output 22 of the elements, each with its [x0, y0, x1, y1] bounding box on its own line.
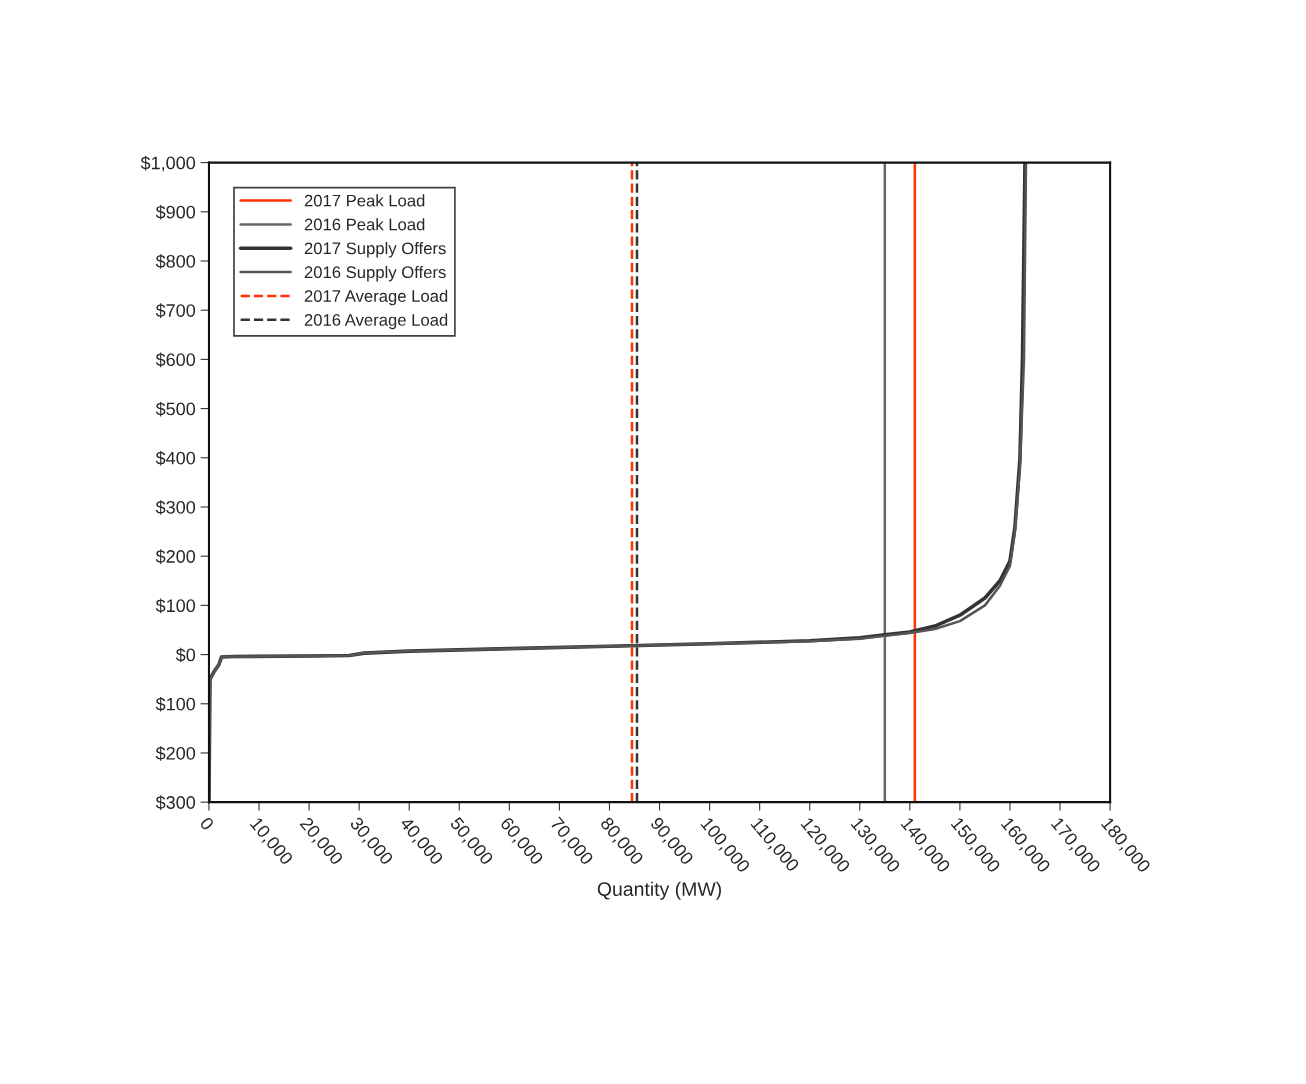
y-tick-label: $700	[155, 303, 196, 318]
y-tick-label: $300	[155, 795, 196, 810]
y-tick-label: $200	[155, 549, 196, 564]
y-tick-label: $400	[155, 450, 196, 466]
legend-label: 2017 Supply Offers	[304, 242, 446, 258]
y-tick-label: $300	[155, 500, 196, 515]
y-tick-label: $800	[155, 254, 196, 269]
y-tick-label: $100	[155, 696, 196, 712]
x-axis-title: Quantity (MW)	[597, 881, 721, 900]
y-tick-label: $1,000	[140, 155, 196, 172]
legend-label: 2016 Peak Load	[304, 218, 425, 231]
y-tick-label: $200	[155, 746, 196, 761]
y-tick-label: $900	[155, 204, 196, 220]
x-tick-label: 0	[199, 816, 215, 832]
legend-label: 2017 Peak Load	[304, 194, 425, 207]
legend-label: 2016 Supply Offers	[304, 265, 446, 282]
legend-label: 2017 Average Load	[304, 289, 448, 306]
y-tick-label: $0	[175, 647, 196, 663]
y-tick-label: $600	[155, 352, 196, 368]
y-tick-label: $500	[155, 401, 196, 417]
y-tick-label: $100	[155, 598, 196, 614]
legend-label: 2016 Average Load	[304, 313, 448, 330]
